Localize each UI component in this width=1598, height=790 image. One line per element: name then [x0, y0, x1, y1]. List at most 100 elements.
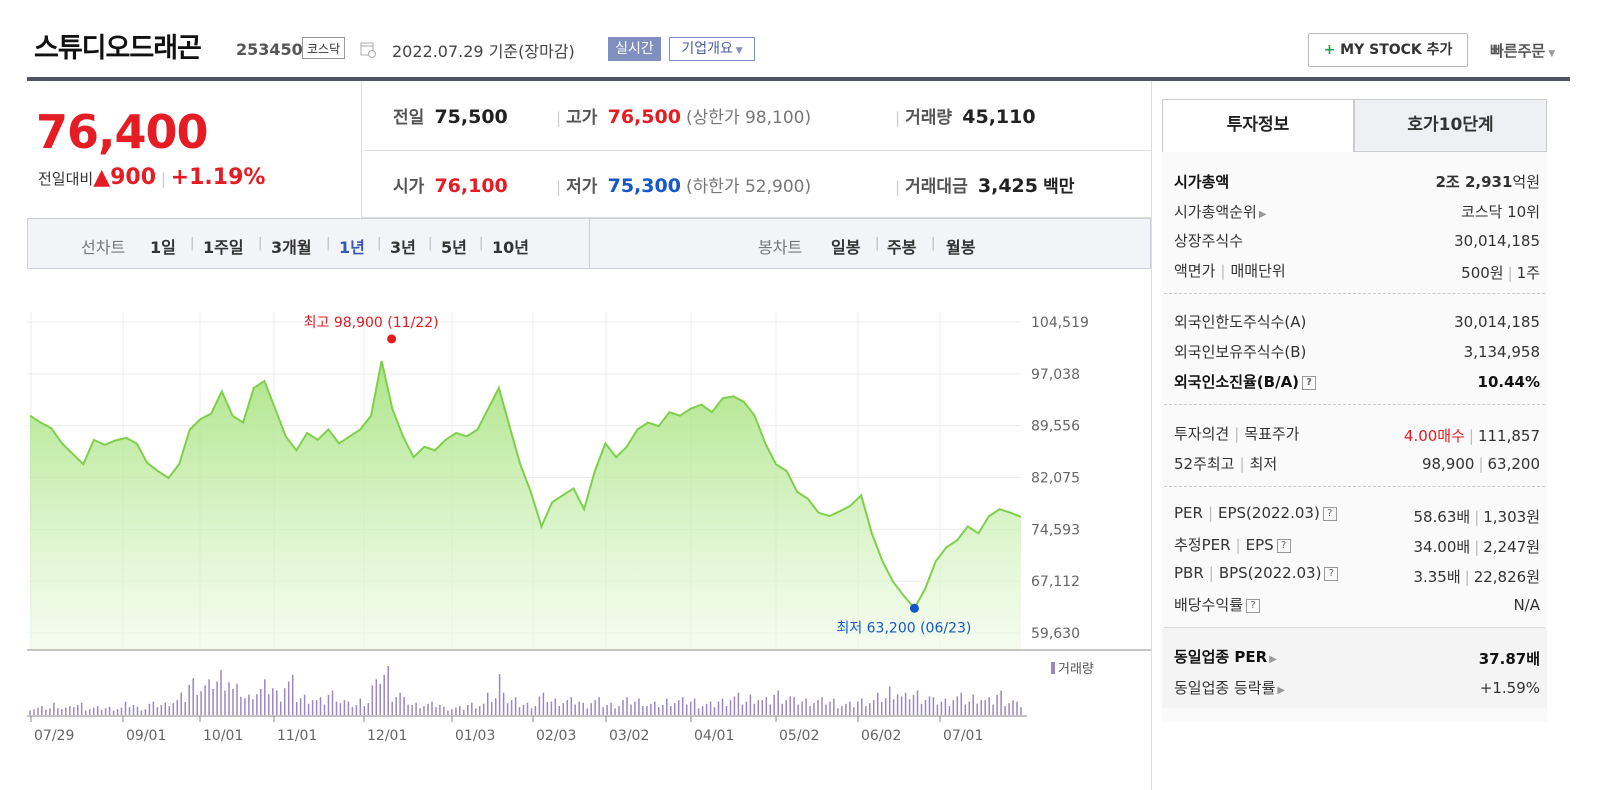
- w52-high-label: 52주최고: [1174, 455, 1235, 473]
- tab-monthly[interactable]: 월봉: [946, 238, 976, 257]
- w52-high-value: 98,900: [1421, 455, 1475, 473]
- tab-10y[interactable]: 10년: [492, 238, 529, 257]
- open-value: 76,100: [434, 175, 508, 197]
- tab-3m[interactable]: 3개월: [271, 238, 312, 257]
- shares-value: 30,014,185: [1454, 232, 1540, 250]
- est-eps-value: 2,247원: [1483, 538, 1540, 556]
- x-tick-label: 04/01: [694, 728, 734, 744]
- market-cap-unit: 억원: [1512, 173, 1540, 191]
- tab-investment-info[interactable]: 투자정보: [1162, 99, 1354, 152]
- company-overview-dropdown[interactable]: 기업개요 ▼: [669, 37, 755, 61]
- opinion-value: 4.00매수 | 111,857: [1403, 427, 1540, 445]
- change-info: 전일대비▲900 | +1.19%: [38, 165, 266, 190]
- low-label: 저가: [566, 177, 598, 197]
- tab-separator: |: [931, 236, 936, 251]
- current-price: 76,400: [36, 105, 209, 159]
- amount-value: 3,425: [977, 175, 1038, 197]
- min-label: 최저 63,200 (06/23): [836, 620, 971, 636]
- tab-5y[interactable]: 5년: [441, 238, 467, 257]
- w52-label: 52주최고 | 최저: [1174, 455, 1278, 473]
- est-per-label: 추정PER | EPS?: [1174, 534, 1291, 555]
- sector-per-label[interactable]: 동일업종 PER ▶: [1174, 646, 1277, 667]
- tab-1d[interactable]: 1일: [150, 238, 176, 257]
- rank-label[interactable]: 시가총액순위 ▶: [1174, 201, 1267, 222]
- change-value: ▲900: [93, 165, 157, 190]
- tab-separator: |: [326, 236, 331, 251]
- sector-per-label-text: 동일업종 PER: [1174, 648, 1268, 666]
- target-label: 목표주가: [1244, 425, 1300, 443]
- calendar-icon: [360, 40, 376, 58]
- quick-order-button[interactable]: 빠른주문 ▼: [1490, 40, 1555, 61]
- w52-value: 98,900 | 63,200: [1421, 455, 1540, 473]
- help-icon[interactable]: ?: [1322, 506, 1337, 521]
- prev-close-label: 전일: [393, 108, 425, 128]
- shares-label: 상장주식수: [1174, 232, 1244, 250]
- volume-legend-swatch: [1051, 662, 1055, 674]
- sector-change-label-text: 동일업종 등락률: [1174, 679, 1276, 697]
- bps-label: BPS(2022.03): [1218, 564, 1322, 582]
- right-panel-border: [1151, 81, 1152, 790]
- par-label: 액면가 | 매매단위: [1174, 262, 1286, 280]
- per-value: 58.63배 | 1,303원: [1413, 508, 1540, 526]
- high-value: 76,500: [607, 106, 681, 128]
- add-mystock-label: MY STOCK 추가: [1340, 42, 1453, 58]
- section-divider: [1164, 404, 1545, 405]
- pbr-value: 3.35배 | 22,826원: [1413, 568, 1540, 586]
- add-mystock-button[interactable]: + MY STOCK 추가: [1308, 33, 1468, 67]
- par-label-text: 액면가: [1174, 262, 1216, 280]
- x-tick-label: 03/02: [609, 728, 649, 744]
- tab-weekly[interactable]: 주봉: [887, 238, 917, 257]
- w52-low-label: 최저: [1249, 455, 1278, 473]
- market-cap-number: 2조 2,931: [1435, 173, 1513, 191]
- chevron-down-icon: ▼: [732, 46, 743, 56]
- y-tick-label: 104,519: [1031, 315, 1089, 331]
- x-tick-label: 10/01: [203, 728, 243, 744]
- x-tick-label: 07/01: [943, 728, 983, 744]
- market-cap-label: 시가총액: [1174, 173, 1230, 191]
- help-icon[interactable]: ?: [1302, 375, 1317, 390]
- section-divider: [1164, 293, 1545, 294]
- arrow-right-icon: ▶: [1258, 209, 1267, 220]
- sector-per-value: 37.87배: [1478, 650, 1540, 668]
- arrow-right-icon: ▶: [1269, 654, 1277, 665]
- help-icon[interactable]: ?: [1246, 598, 1261, 613]
- quick-order-label: 빠른주문: [1490, 42, 1546, 60]
- tab-order-book[interactable]: 호가10단계: [1354, 99, 1547, 152]
- tab-daily[interactable]: 일봉: [831, 238, 861, 257]
- sector-change-label[interactable]: 동일업종 등락률 ▶: [1174, 677, 1285, 698]
- help-icon[interactable]: ?: [1324, 566, 1339, 581]
- stock-code: 253450: [236, 40, 303, 59]
- sector-change-value: +1.59%: [1479, 679, 1540, 697]
- dividend-label: 배당수익률?: [1174, 594, 1261, 615]
- price-panel: [27, 81, 362, 218]
- quote-panel: [27, 81, 1151, 218]
- price-area: [30, 360, 1021, 649]
- pbr-label: PBR | BPS(2022.03)?: [1174, 564, 1339, 582]
- pbr-value-text: 3.35배: [1413, 568, 1461, 586]
- target-value: 111,857: [1477, 427, 1540, 445]
- x-tick-label: 11/01: [277, 728, 317, 744]
- chevron-down-icon: ▼: [1545, 49, 1556, 59]
- tab-1y[interactable]: 1년: [339, 238, 365, 257]
- help-icon[interactable]: ?: [1276, 538, 1291, 553]
- foreign-ratio-value: 10.44%: [1477, 373, 1540, 391]
- y-tick-label: 82,075: [1031, 471, 1080, 487]
- x-tick-label: 12/01: [367, 728, 407, 744]
- dividend-label-text: 배당수익률: [1174, 596, 1244, 614]
- eps-value: 1,303원: [1483, 508, 1540, 526]
- per-label: PER | EPS(2022.03)?: [1174, 504, 1337, 522]
- price-line: [29, 360, 1022, 611]
- trade-unit-value: 1주: [1516, 264, 1540, 282]
- tab-separator: |: [428, 236, 433, 251]
- opinion-text: 4.00매수: [1403, 427, 1465, 445]
- header-divider: [27, 77, 1570, 81]
- max-point-marker: [387, 334, 397, 344]
- realtime-button[interactable]: 실시간: [608, 37, 661, 61]
- high-price: | 고가 76,500 (상한가 98,100): [556, 106, 812, 128]
- eps-label: EPS(2022.03): [1218, 504, 1320, 522]
- low-value: 75,300: [607, 175, 681, 197]
- tab-1w[interactable]: 1주일: [203, 238, 244, 257]
- tab-3y[interactable]: 3년: [390, 238, 416, 257]
- x-tick-label: 07/29: [34, 728, 74, 744]
- rank-label-text: 시가총액순위: [1174, 203, 1257, 221]
